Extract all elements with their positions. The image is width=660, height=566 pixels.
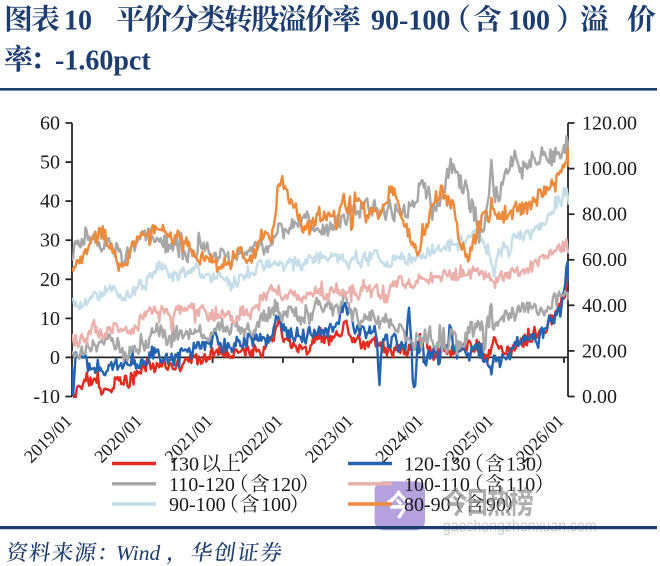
svg-text:80.00: 80.00 <box>582 204 627 226</box>
svg-text:130: 130 <box>506 454 536 476</box>
svg-text:-1.60pct: -1.60pct <box>55 45 151 76</box>
svg-text:40: 40 <box>40 191 60 213</box>
svg-text:80-90: 80-90 <box>404 494 451 516</box>
svg-text:Wind: Wind <box>116 541 160 565</box>
svg-text:100.00: 100.00 <box>582 158 637 180</box>
svg-text:110-120: 110-120 <box>169 474 235 496</box>
svg-text:130: 130 <box>169 454 199 476</box>
svg-text:20: 20 <box>40 269 60 291</box>
svg-text:0.00: 0.00 <box>582 386 617 408</box>
svg-text:60.00: 60.00 <box>582 249 627 271</box>
svg-text:90-100: 90-100 <box>169 494 226 516</box>
svg-text:100: 100 <box>508 5 550 36</box>
svg-text:120.00: 120.00 <box>582 113 637 135</box>
svg-text:120: 120 <box>271 474 301 496</box>
svg-text:-10: -10 <box>33 386 60 408</box>
svg-text:30: 30 <box>40 230 60 252</box>
svg-text:10: 10 <box>64 5 92 36</box>
svg-text:40.00: 40.00 <box>582 295 627 317</box>
svg-text:10: 10 <box>40 308 60 330</box>
svg-text:90-100: 90-100 <box>371 5 450 36</box>
svg-text:100: 100 <box>261 494 291 516</box>
svg-text:50: 50 <box>40 152 60 174</box>
svg-text:60: 60 <box>40 113 60 135</box>
svg-text:20.00: 20.00 <box>582 340 627 362</box>
svg-text:0: 0 <box>50 347 60 369</box>
svg-text:120-130: 120-130 <box>404 454 471 476</box>
